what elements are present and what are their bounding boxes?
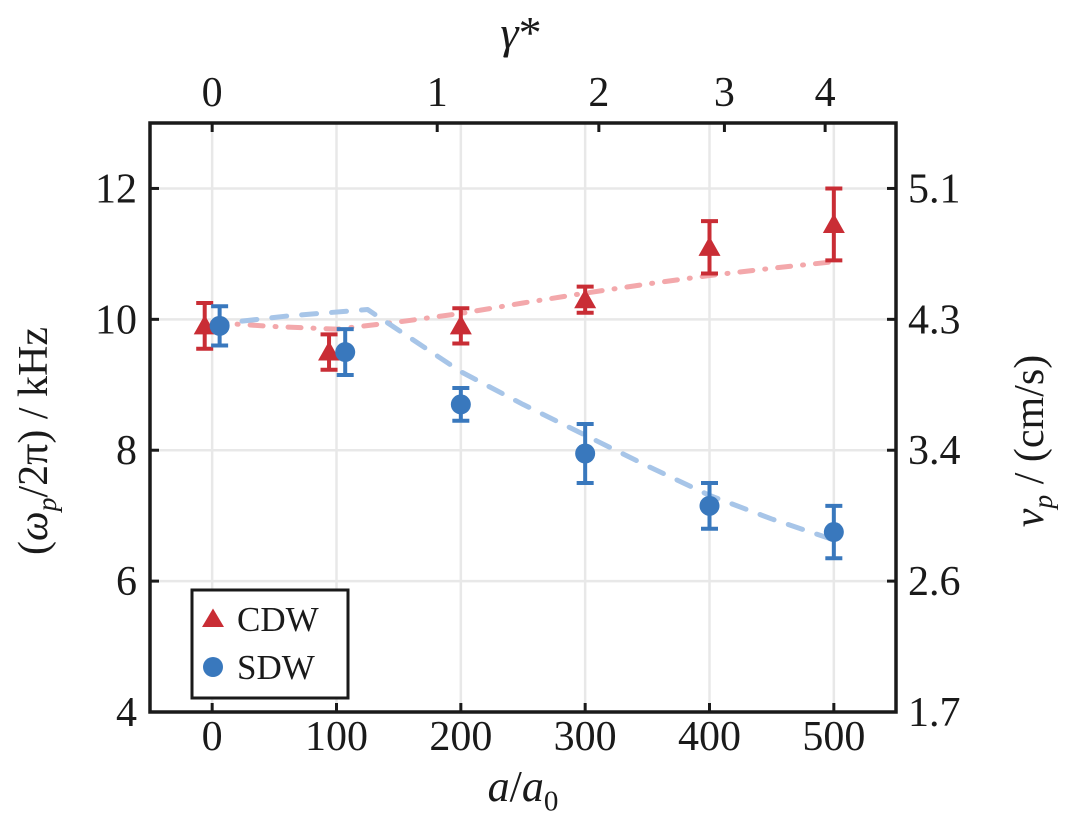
- cdw-point-400: [698, 236, 721, 256]
- fit-lines: [209, 259, 837, 543]
- sdw-point-100: [335, 342, 356, 363]
- x-tick-label-400: 400: [678, 714, 741, 760]
- y-axis-label-right: vp / (cm/s): [1007, 355, 1058, 527]
- legend-label-sdw: SDW: [237, 648, 315, 687]
- x-tick-label-0: 0: [202, 714, 223, 760]
- y-tick-label-right-4.3: 4.3: [908, 297, 961, 343]
- sdw-point-0: [209, 315, 230, 336]
- top-axis-label: γ*: [500, 7, 541, 58]
- cdw-point-0: [193, 314, 216, 335]
- top-tick-label-1: 1: [427, 70, 448, 116]
- y-tick-label-left-6: 6: [116, 559, 137, 605]
- y-tick-label-right-2.6: 2.6: [908, 559, 961, 605]
- y-tick-label-left-10: 10: [95, 297, 137, 343]
- series-sdw: [209, 304, 844, 561]
- legend: CDW SDW: [190, 588, 350, 700]
- cdw-point-100: [318, 341, 341, 361]
- top-tick-label-2: 2: [588, 70, 609, 116]
- x-tick-label-500: 500: [802, 714, 865, 760]
- top-tick-label-3: 3: [714, 70, 735, 116]
- top-tick-label-4: 4: [815, 70, 836, 116]
- sdw-point-400: [699, 495, 720, 516]
- legend-box: [190, 588, 350, 700]
- fit-line-sdw-fit: [209, 307, 837, 543]
- y-tick-label-left-8: 8: [116, 428, 137, 474]
- top-tick-label-0: 0: [202, 70, 223, 116]
- sdw-point-500: [823, 522, 844, 543]
- cdw-point-500: [822, 213, 845, 233]
- x-tick-label-200: 200: [429, 714, 492, 760]
- fit-line-cdw-fit: [209, 259, 837, 332]
- x-tick-label-300: 300: [554, 714, 617, 760]
- cdw-point-200: [449, 314, 472, 335]
- axis-labels: a/a0 γ* (ωp/2π) / kHz vp / (cm/s): [11, 7, 1058, 818]
- sdw-point-300: [575, 443, 596, 464]
- legend-marker-cdw-icon: [202, 608, 224, 627]
- y-tick-label-right-3.4: 3.4: [908, 428, 961, 474]
- axis-ticks: [150, 123, 896, 714]
- sdw-point-200: [450, 394, 471, 415]
- x-tick-label-100: 100: [305, 714, 368, 760]
- y-tick-label-left-4: 4: [116, 690, 137, 736]
- plot-frame: [148, 121, 898, 714]
- x-axis-label: a/a0: [488, 762, 559, 818]
- legend-label-cdw: CDW: [237, 600, 319, 639]
- cdw-point-300: [574, 288, 597, 309]
- series-cdw: [193, 186, 845, 372]
- legend-marker-sdw-icon: [203, 657, 223, 677]
- y-tick-label-right-5.1: 5.1: [908, 166, 961, 212]
- y-axis-label-left: (ωp/2π) / kHz: [11, 327, 62, 555]
- y-tick-label-right-1.7: 1.7: [908, 690, 961, 736]
- y-tick-label-left-12: 12: [95, 166, 137, 212]
